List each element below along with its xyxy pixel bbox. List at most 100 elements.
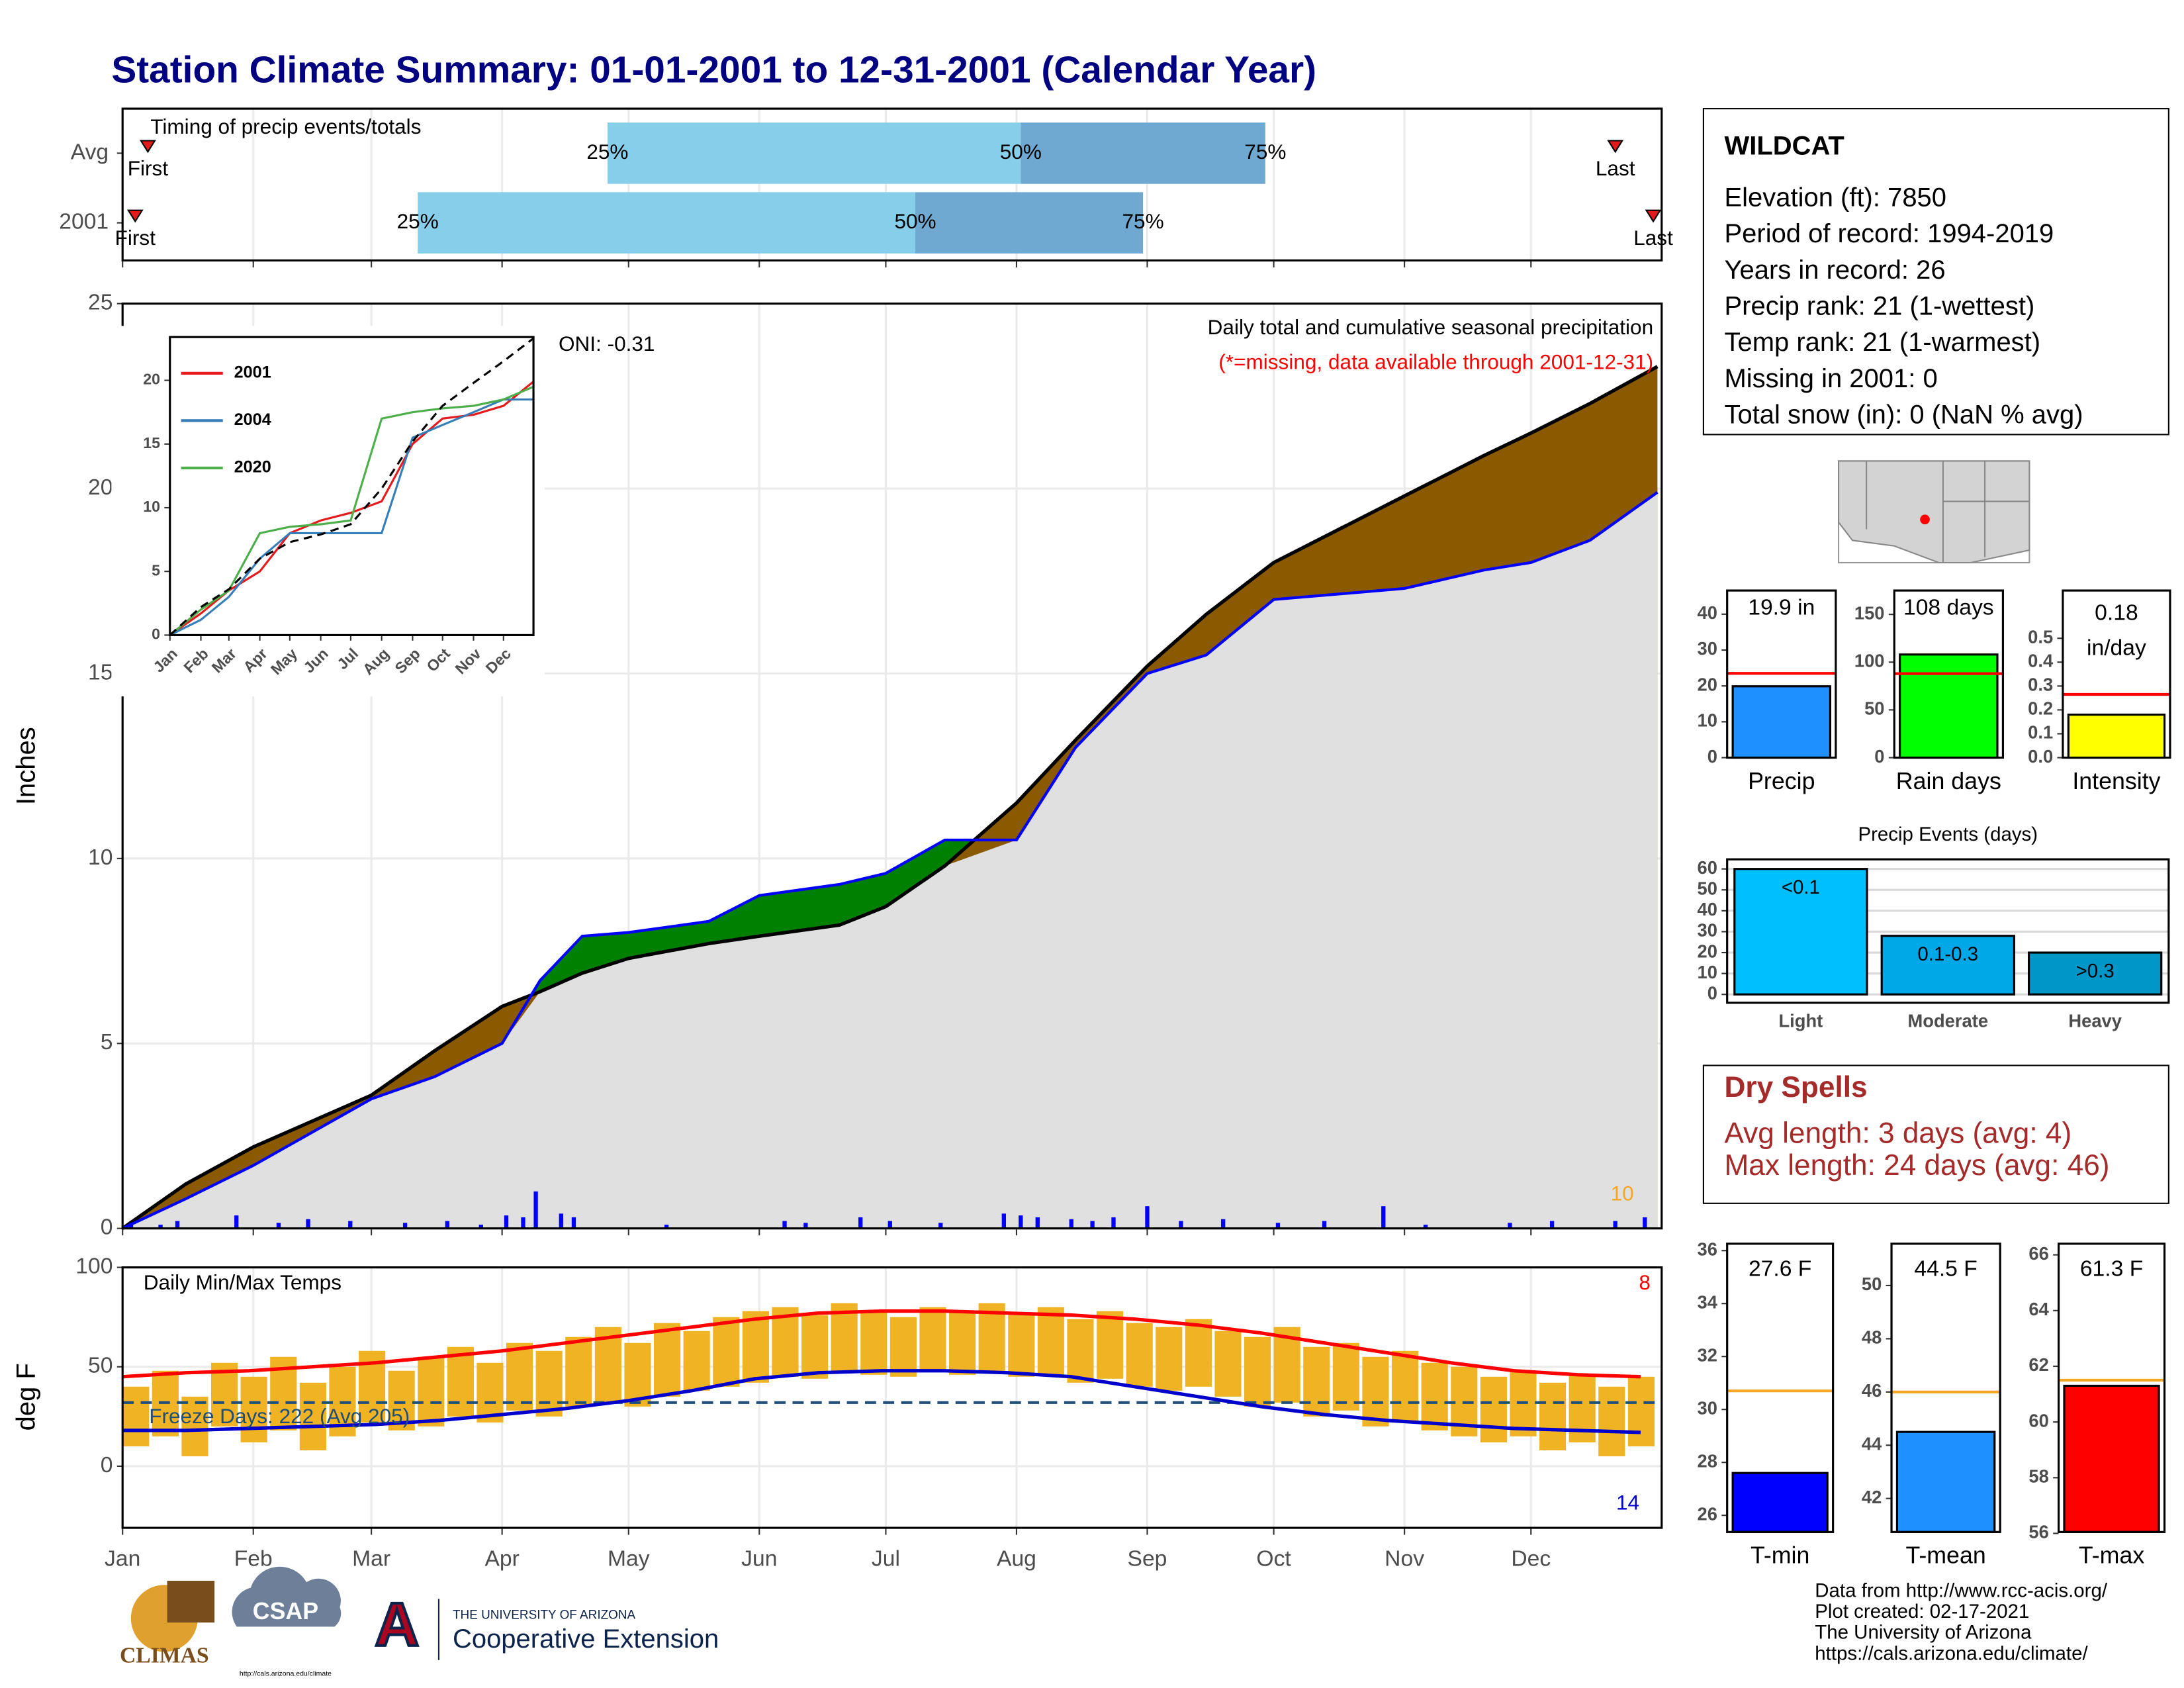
daily-bar [521,1217,525,1229]
footer-line: Data from http://www.rcc-acis.org/ [1815,1580,2108,1602]
temp-bar [860,1311,887,1375]
daily-bar [1179,1221,1183,1229]
series-line [169,398,534,635]
value-label: 27.6 F [1749,1257,1811,1282]
temp-bar [919,1307,946,1371]
daily-bar [1381,1206,1386,1229]
panel-border [169,336,535,636]
y-tick-label: 0 [1874,746,1884,767]
daily-bar [306,1219,310,1229]
daily-bar [938,1223,943,1229]
temp-bar [1598,1386,1625,1456]
x-tick-label: May [608,1546,650,1571]
y-tick-label: 0.4 [2028,651,2054,671]
info-line: Period of record: 1994-2019 [1724,219,2054,248]
daily-bar [1069,1219,1073,1229]
temp-bar [1126,1323,1153,1387]
row-label: Avg [71,140,109,164]
y-tick-label: 0 [101,1453,113,1477]
panel-border [2058,1243,2166,1533]
station-name: WILDCAT [1724,132,1844,161]
temp-bar [1539,1382,1567,1450]
y-tick-label: 32 [1698,1344,1717,1365]
y-tick-label: 50 [88,1354,113,1378]
temp-bar [949,1311,976,1375]
x-tick-label: Rain days [1896,768,2001,794]
y-tick-label: 42 [1862,1487,1882,1507]
y-tick-label: 48 [1862,1327,1882,1348]
temp-bar [1037,1307,1064,1375]
temp-bar [1627,1376,1655,1446]
panel-border [121,107,1663,262]
temp-bar [388,1370,415,1430]
logo-text: CSAP [253,1598,318,1624]
bar [1733,868,1868,996]
average-temp-line [122,1369,1641,1434]
logo-text: Cooperative Extension [453,1624,719,1654]
legend-label: 2004 [234,410,271,429]
y-tick-label: 0.2 [2028,698,2053,719]
daily-bar [234,1215,239,1229]
base-area [122,492,1658,1229]
temp-bar [1214,1331,1242,1397]
y-tick-label: 10 [1698,710,1717,731]
daily-bar [158,1225,163,1229]
temp-bar [1244,1336,1271,1407]
x-tick-label: Mar [352,1546,390,1571]
temp-bar [477,1362,504,1423]
panel-subtitle: (*=missing, data available through 2001-… [1218,350,1653,373]
quartile-bar [1021,122,1265,184]
y-tick-label: 20 [1698,941,1717,961]
temp-bar [1303,1346,1330,1417]
info-line: Elevation (ft): 7850 [1724,183,1946,212]
x-tick-label: T-min [1751,1542,1809,1569]
value-label: >0.3 [2076,960,2115,982]
y-tick-label: 56 [2028,1522,2048,1542]
panel-border [1726,589,1837,759]
daily-bar [1111,1217,1116,1229]
daily-bar [1508,1223,1512,1229]
value-label: 0.18 [2095,601,2138,626]
y-tick-label: 46 [1862,1380,1882,1401]
daily-bar [858,1217,863,1229]
y-tick-label: 10 [88,845,113,870]
daily-bar [1613,1221,1617,1229]
daily-bar [559,1213,563,1229]
average-temp-line [122,1309,1641,1379]
y-tick-label: 0.5 [2028,626,2053,647]
daily-bar [348,1221,353,1229]
daily-bar [1090,1221,1095,1229]
temp-bar [1156,1327,1183,1391]
daily-bar [1423,1225,1428,1229]
oni-label: ONI: -0.31 [559,332,655,355]
title: Station Climate Summary: 01-01-2001 to 1… [111,49,1316,91]
daily-bar [276,1223,281,1229]
daily-bar [1549,1221,1555,1229]
dry-spell-line: Avg length: 3 days (avg: 4) [1724,1117,2071,1149]
temp-bar [801,1315,829,1379]
daily-bar [1643,1217,1647,1229]
temp-bar [418,1356,445,1427]
daily-bar [803,1223,808,1229]
y-tick-label: 50 [1862,1274,1882,1294]
quartile-label: 75% [1244,140,1286,164]
temp-bar [535,1350,563,1417]
y-tick-label: 40 [1698,899,1717,919]
x-tick-label: Precip [1748,768,1815,794]
series-line [169,337,534,635]
y-tick-label: 15 [88,660,113,684]
y-tick-label: 26 [1698,1503,1717,1524]
temp-bar [506,1342,533,1411]
event-marker [1645,209,1662,223]
x-tick-label: Jun [741,1546,777,1571]
x-tick-label: Heavy [2068,1011,2122,1031]
bar [1880,935,2015,996]
temp-bar [122,1386,150,1446]
temp-bar [889,1317,917,1377]
y-tick-label: 50 [1864,698,1884,719]
temp-bar [1480,1376,1507,1442]
panel-title: Daily total and cumulative seasonal prec… [1208,315,1653,339]
temp-bar [1332,1342,1359,1411]
event-marker [1607,140,1624,154]
y-tick-label: 62 [2028,1354,2048,1375]
